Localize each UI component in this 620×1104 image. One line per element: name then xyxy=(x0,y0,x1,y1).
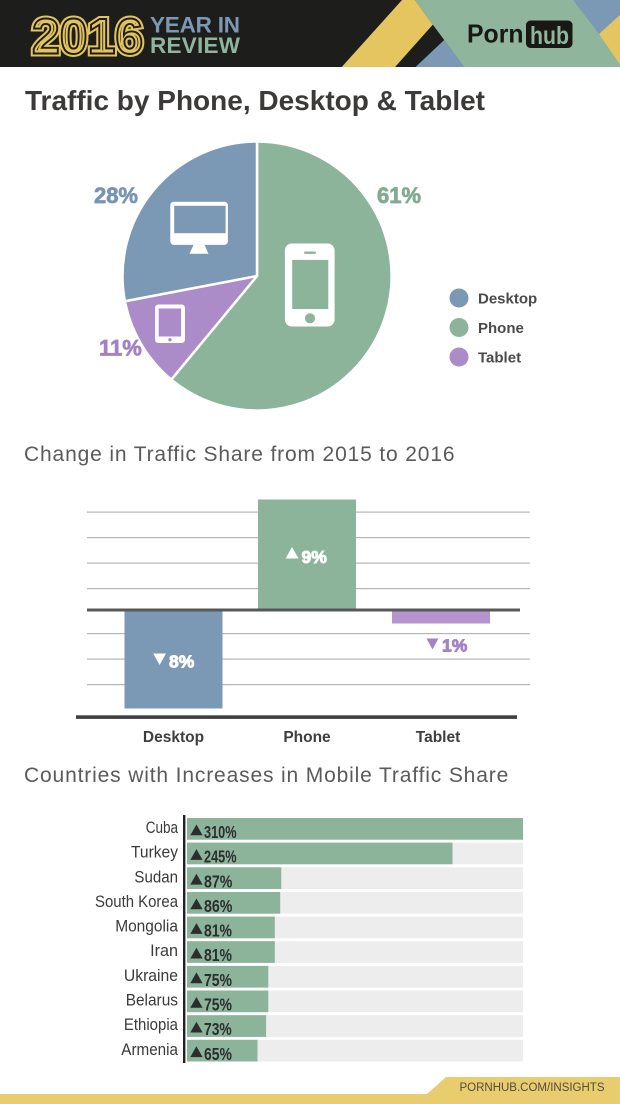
svg-text:73%: 73% xyxy=(204,1019,232,1039)
svg-text:Ukraine: Ukraine xyxy=(124,967,178,985)
svg-text:245%: 245% xyxy=(204,847,237,867)
svg-text:Tablet: Tablet xyxy=(416,729,461,746)
svg-text:Mongolia: Mongolia xyxy=(115,918,179,936)
svg-text:Desktop: Desktop xyxy=(143,729,204,746)
svg-text:75%: 75% xyxy=(204,995,232,1015)
svg-text:Ethiopia: Ethiopia xyxy=(124,1016,179,1034)
svg-text:75%: 75% xyxy=(204,970,232,990)
svg-text:81%: 81% xyxy=(204,945,232,965)
svg-text:Cuba: Cuba xyxy=(146,819,179,837)
svg-text:REVIEW: REVIEW xyxy=(150,33,241,58)
svg-text:8%: 8% xyxy=(169,652,195,672)
svg-text:Sudan: Sudan xyxy=(134,868,178,886)
svg-text:81%: 81% xyxy=(204,921,232,941)
svg-text:1%: 1% xyxy=(442,636,468,656)
svg-text:61%: 61% xyxy=(377,183,421,208)
svg-text:Tablet: Tablet xyxy=(478,350,521,367)
svg-text:11%: 11% xyxy=(99,336,142,361)
svg-text:Phone: Phone xyxy=(478,320,524,337)
svg-text:9%: 9% xyxy=(302,547,328,567)
svg-text:Porn: Porn xyxy=(467,19,524,49)
svg-text:Turkey: Turkey xyxy=(131,844,179,862)
svg-text:South Korea: South Korea xyxy=(95,893,179,911)
svg-text:PORNHUB.COM/INSIGHTS: PORNHUB.COM/INSIGHTS xyxy=(459,1082,604,1094)
svg-text:Armenia: Armenia xyxy=(121,1041,178,1059)
svg-text:hub: hub xyxy=(530,22,569,50)
svg-text:2016: 2016 xyxy=(32,9,143,65)
svg-text:310%: 310% xyxy=(204,822,237,842)
svg-text:65%: 65% xyxy=(204,1044,232,1064)
svg-text:Phone: Phone xyxy=(283,729,331,746)
svg-text:86%: 86% xyxy=(204,896,233,916)
svg-text:87%: 87% xyxy=(204,871,233,891)
svg-text:28%: 28% xyxy=(94,183,138,208)
svg-text:Desktop: Desktop xyxy=(478,291,537,308)
svg-text:Belarus: Belarus xyxy=(126,992,178,1010)
svg-text:2016: 2016 xyxy=(32,9,143,65)
svg-text:YEAR IN: YEAR IN xyxy=(150,13,240,38)
svg-text:Iran: Iran xyxy=(150,942,178,960)
